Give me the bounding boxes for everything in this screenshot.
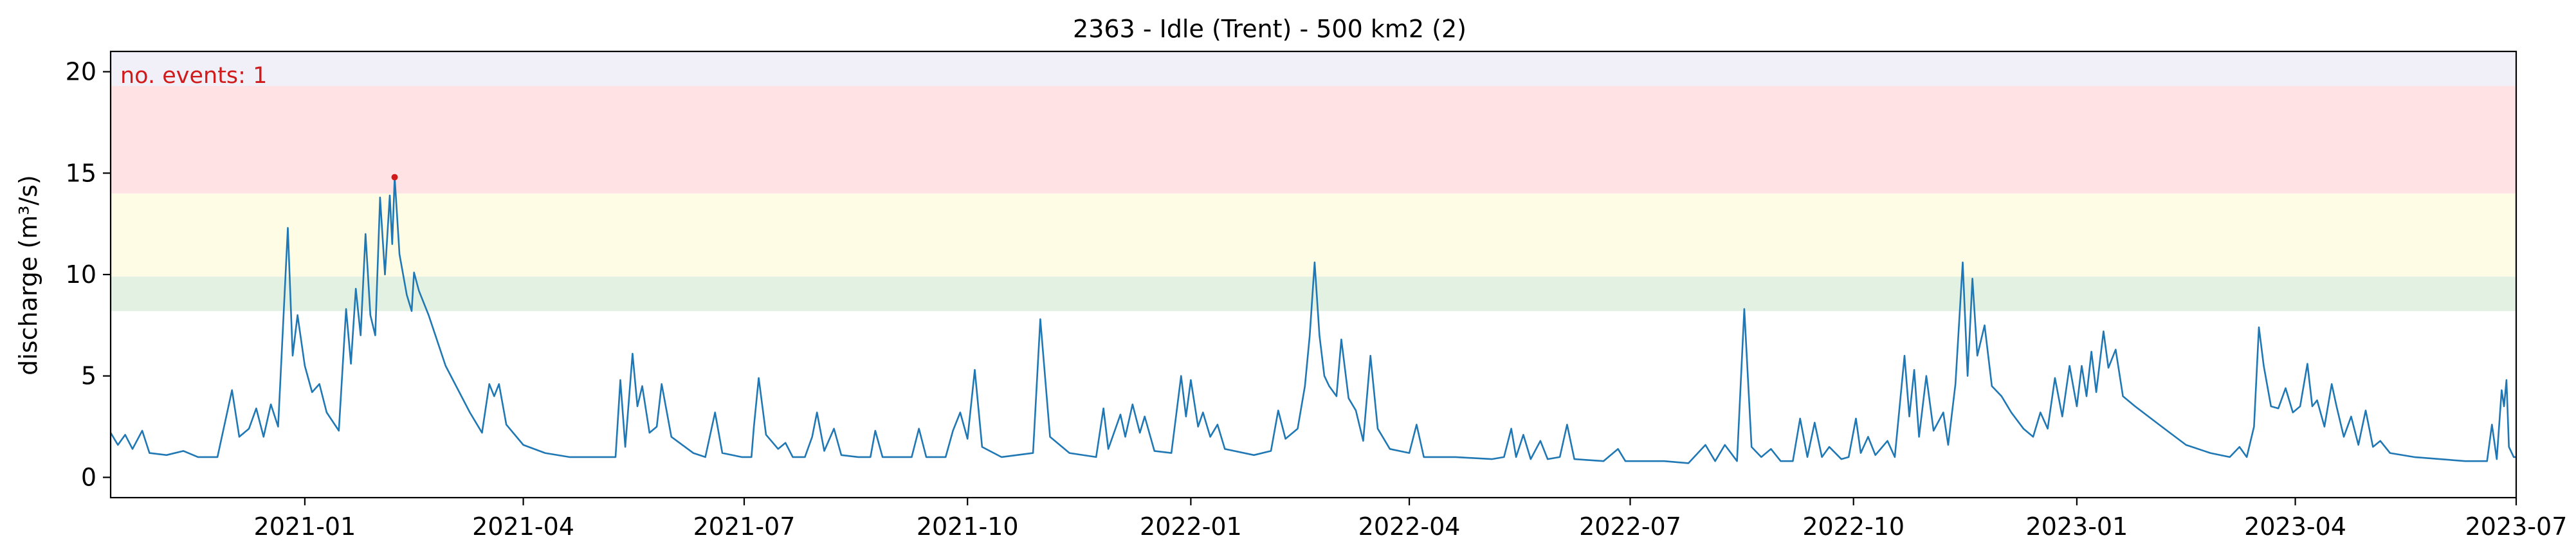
threshold-band-4 <box>111 51 2516 86</box>
series-layer <box>109 176 2516 464</box>
event-layer <box>391 174 398 181</box>
series-line-discharge <box>109 176 2516 464</box>
threshold-band-3 <box>111 86 2516 194</box>
x-tick-label: 2023-04 <box>2244 512 2346 541</box>
y-tick-label: 0 <box>81 463 96 491</box>
x-tick-label: 2023-07 <box>2465 512 2568 541</box>
events-annotation: no. events: 1 <box>120 63 267 89</box>
y-tick-label: 5 <box>81 362 96 390</box>
threshold-band-2 <box>111 193 2516 277</box>
threshold-bands <box>111 51 2516 311</box>
x-tick-label: 2022-04 <box>1358 512 1461 541</box>
y-axis-label: discharge (m³/s) <box>14 175 42 375</box>
x-tick-label: 2021-10 <box>917 512 1019 541</box>
axes-layer: 0 5 10 15 20 2021-01 2021-04 2021-07 2021-10 2022… <box>66 50 2568 541</box>
x-tick-label: 2021-07 <box>693 512 796 541</box>
x-tick-label: 2021-04 <box>472 512 574 541</box>
x-tick-label: 2023-01 <box>2026 512 2128 541</box>
y-tick-label: 20 <box>66 58 96 86</box>
x-tick-label: 2022-07 <box>1579 512 1681 541</box>
x-tick-label: 2021-01 <box>254 512 356 541</box>
x-tick-label: 2022-10 <box>1802 512 1905 541</box>
x-tick-label: 2022-01 <box>1140 512 1242 541</box>
chart-title: 2363 - Idle (Trent) - 500 km2 (2) <box>1073 15 1466 43</box>
y-tick-label: 10 <box>66 260 96 289</box>
event-point <box>391 174 398 181</box>
y-tick-label: 15 <box>66 159 96 187</box>
